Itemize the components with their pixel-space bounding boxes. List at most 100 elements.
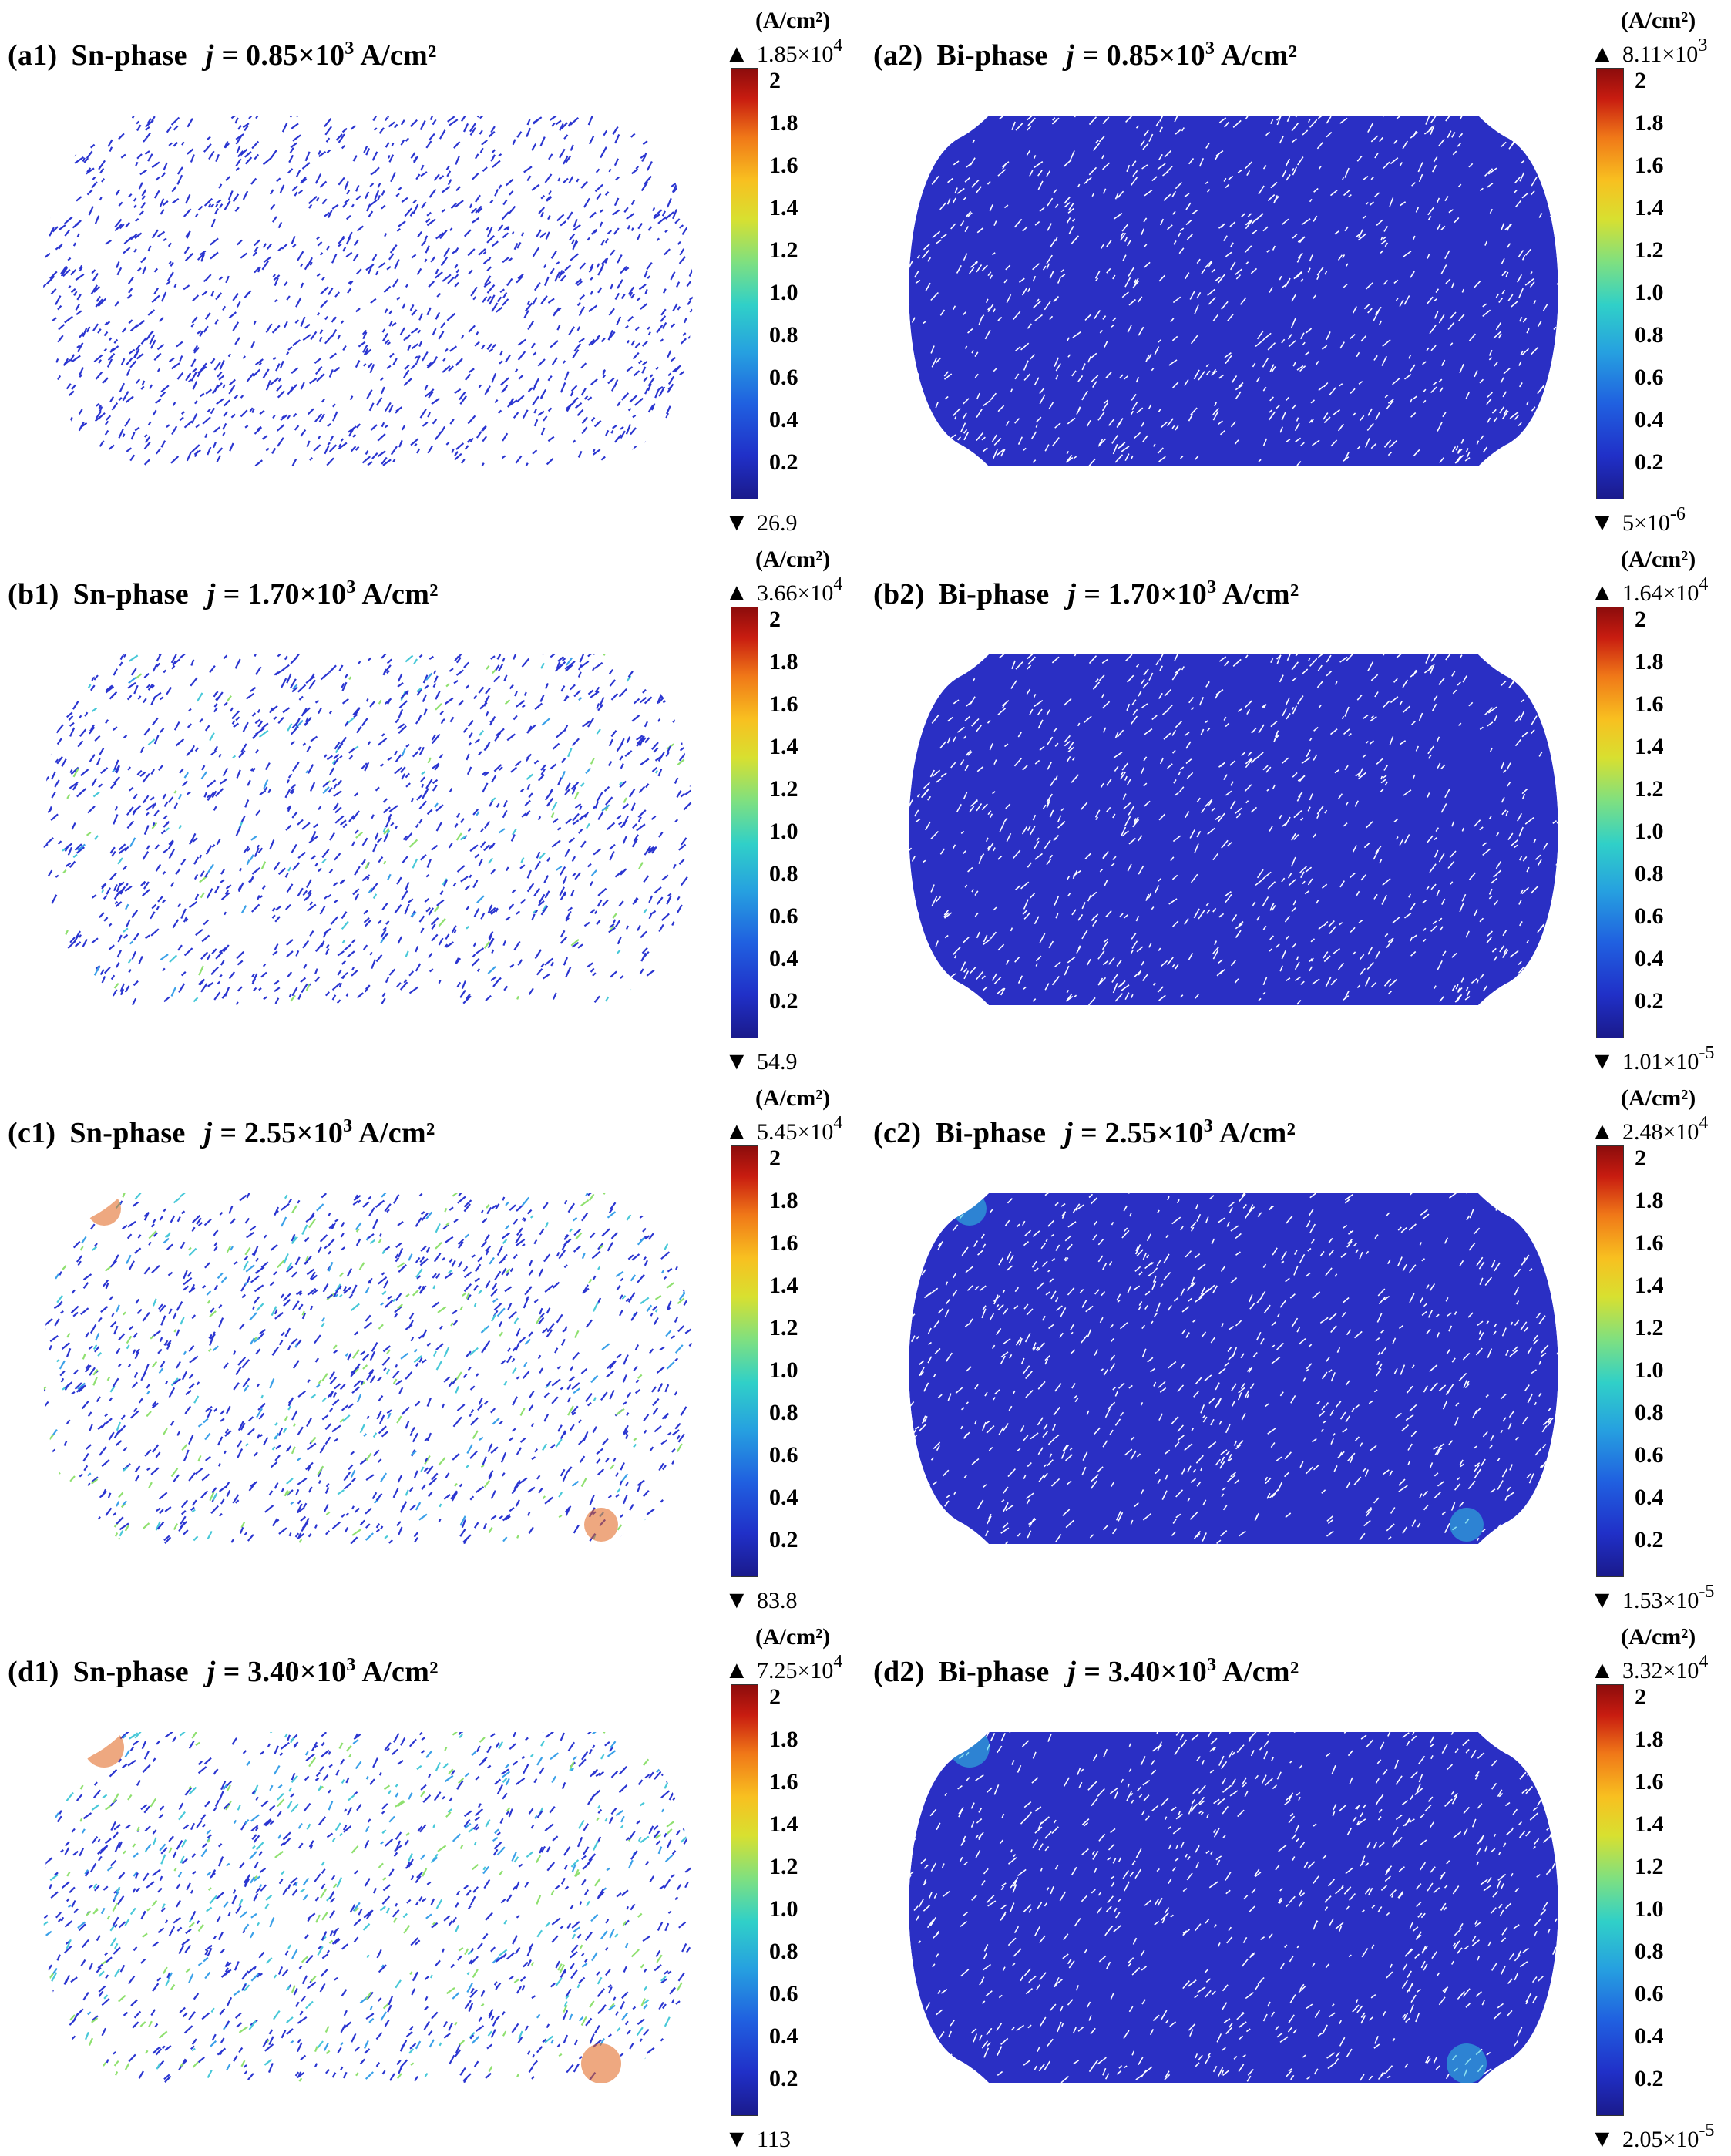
phase-grain <box>526 300 531 305</box>
phase-grain <box>123 933 129 939</box>
phase-grain <box>1101 693 1105 698</box>
phase-grain <box>297 1477 308 1485</box>
phase-grain <box>309 378 318 385</box>
phase-grain <box>454 281 459 288</box>
phase-grain <box>218 1485 227 1492</box>
phase-grain <box>528 987 534 996</box>
phase-grain <box>651 742 659 751</box>
phase-grain <box>167 242 172 247</box>
phase-grain <box>314 699 320 704</box>
phase-grain <box>380 929 388 938</box>
phase-grain <box>580 180 588 189</box>
phase-grain <box>609 850 615 861</box>
phase-grain <box>1088 166 1097 176</box>
phase-grain <box>1360 967 1366 975</box>
phase-grain <box>896 966 900 975</box>
phase-grain <box>48 700 53 707</box>
phase-grain <box>1511 140 1515 146</box>
phase-grain <box>1171 425 1175 429</box>
phase-grain <box>533 759 539 765</box>
phase-grain <box>685 146 690 152</box>
phase-grain <box>116 189 121 194</box>
phase-grain <box>22 273 26 282</box>
phase-grain <box>486 295 492 302</box>
phase-grain <box>310 1274 318 1281</box>
phase-grain <box>300 382 305 390</box>
phase-grain <box>183 1276 193 1286</box>
phase-grain <box>1541 654 1548 663</box>
phase-grain <box>1312 439 1320 446</box>
phase-grain <box>609 679 616 687</box>
phase-grain <box>244 151 252 158</box>
phase-grain <box>1317 664 1323 672</box>
phase-grain <box>499 766 503 771</box>
phase-grain <box>1054 896 1060 906</box>
phase-grain <box>1415 207 1420 213</box>
phase-grain <box>326 245 331 251</box>
phase-grain <box>1396 116 1402 119</box>
phase-grain <box>1037 708 1043 715</box>
phase-grain <box>613 158 619 166</box>
phase-grain <box>993 449 998 459</box>
phase-grain <box>413 443 418 447</box>
phase-grain <box>1560 140 1565 149</box>
phase-grain <box>1205 799 1213 807</box>
phase-grain <box>52 436 57 445</box>
phase-grain <box>43 843 49 849</box>
phase-grain <box>301 708 308 717</box>
phase-grain <box>570 144 574 151</box>
colorbar-unit: (A/cm²) <box>1621 547 1696 572</box>
phase-grain <box>386 341 391 345</box>
phase-grain <box>1262 977 1268 986</box>
phase-grain <box>579 1455 586 1463</box>
phase-grain <box>567 748 573 758</box>
phase-grain <box>1309 966 1313 972</box>
phase-grain <box>260 971 267 978</box>
phase-grain <box>1524 118 1531 129</box>
phase-grain <box>368 402 375 412</box>
phase-grain <box>55 116 60 118</box>
phase-grain <box>1444 250 1450 260</box>
phase-grain <box>177 793 183 800</box>
phase-grain <box>1201 268 1205 275</box>
phase-grain <box>969 123 974 128</box>
phase-grain <box>1145 355 1150 362</box>
colorbar-tick: 1.8 <box>1635 110 1664 136</box>
phase-grain <box>1575 309 1577 313</box>
phase-grain <box>677 306 681 311</box>
phase-grain <box>660 308 667 316</box>
phase-grain <box>1373 311 1380 321</box>
phase-grain <box>1514 190 1518 193</box>
phase-grain <box>966 210 972 217</box>
phase-grain <box>368 210 374 218</box>
phase-grain <box>435 691 441 700</box>
phase-grain <box>400 119 405 126</box>
phase-grain <box>43 691 49 698</box>
phase-grain <box>1224 352 1232 358</box>
phase-grain <box>626 366 634 372</box>
phase-grain <box>1092 681 1101 690</box>
phase-grain <box>620 763 624 769</box>
phase-grain <box>629 291 634 297</box>
phase-grain <box>1148 404 1152 409</box>
phase-grain <box>592 449 596 453</box>
phase-grain <box>1186 772 1194 779</box>
phase-grain <box>486 284 496 294</box>
phase-grain <box>1130 410 1134 415</box>
phase-grain <box>318 806 322 811</box>
phase-grain <box>1427 216 1432 220</box>
phase-grain <box>395 1253 399 1259</box>
phase-grain <box>306 892 312 900</box>
phase-grain <box>1067 417 1076 425</box>
phase-grain <box>1295 976 1302 982</box>
colorbar-tick: 0.6 <box>1635 903 1664 929</box>
phase-grain <box>1101 154 1105 160</box>
phase-grain <box>35 946 41 954</box>
phase-grain <box>632 414 637 419</box>
phase-grain <box>502 199 508 206</box>
phase-grain <box>987 180 991 185</box>
phase-grain <box>1293 271 1302 280</box>
min-arrow-icon: ▼ <box>1590 1047 1615 1075</box>
phase-grain <box>512 139 516 146</box>
phase-grain <box>1504 655 1511 664</box>
